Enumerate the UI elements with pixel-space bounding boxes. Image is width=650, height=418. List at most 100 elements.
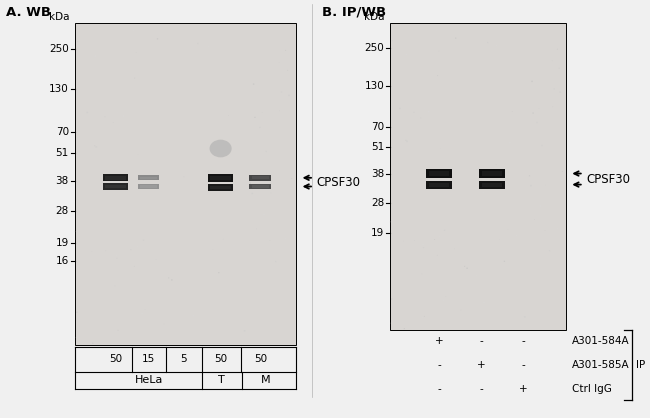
Ellipse shape — [559, 91, 561, 93]
Ellipse shape — [291, 187, 292, 189]
Ellipse shape — [265, 151, 267, 152]
Ellipse shape — [561, 180, 563, 181]
Ellipse shape — [105, 250, 106, 251]
Text: HeLa: HeLa — [135, 375, 164, 385]
Ellipse shape — [404, 328, 405, 329]
Ellipse shape — [552, 106, 553, 107]
Text: 19: 19 — [56, 238, 69, 248]
Text: 70: 70 — [56, 127, 69, 138]
Ellipse shape — [209, 140, 231, 157]
Bar — [208, 174, 233, 182]
Text: T: T — [218, 375, 225, 385]
Text: A301-584A: A301-584A — [572, 336, 630, 346]
Ellipse shape — [406, 54, 407, 55]
Ellipse shape — [406, 140, 408, 142]
Ellipse shape — [516, 235, 517, 236]
Ellipse shape — [157, 38, 158, 40]
Bar — [140, 185, 157, 188]
Ellipse shape — [197, 43, 198, 44]
Ellipse shape — [96, 146, 97, 148]
Ellipse shape — [285, 238, 286, 239]
Ellipse shape — [279, 62, 280, 63]
Ellipse shape — [504, 261, 505, 262]
Ellipse shape — [262, 112, 263, 113]
Text: 28: 28 — [56, 206, 69, 216]
Ellipse shape — [259, 127, 261, 128]
Text: 38: 38 — [371, 168, 384, 178]
Ellipse shape — [114, 285, 115, 286]
Text: B. IP/WB: B. IP/WB — [322, 6, 386, 19]
Bar — [105, 176, 126, 180]
Bar — [390, 23, 566, 330]
Ellipse shape — [123, 115, 124, 117]
Ellipse shape — [244, 330, 246, 331]
Text: A301-585A: A301-585A — [572, 360, 630, 370]
Ellipse shape — [549, 250, 551, 251]
Ellipse shape — [434, 239, 435, 240]
Ellipse shape — [414, 240, 415, 241]
Ellipse shape — [530, 185, 532, 186]
Text: kDa: kDa — [364, 12, 385, 22]
Ellipse shape — [428, 111, 430, 112]
Ellipse shape — [228, 115, 229, 116]
Ellipse shape — [444, 229, 445, 231]
Text: 15: 15 — [142, 354, 155, 364]
Ellipse shape — [84, 149, 85, 150]
Ellipse shape — [445, 296, 446, 297]
Ellipse shape — [541, 145, 543, 146]
Text: CPSF30: CPSF30 — [317, 176, 361, 189]
Ellipse shape — [557, 49, 558, 50]
Ellipse shape — [420, 117, 421, 118]
Ellipse shape — [524, 316, 526, 318]
Ellipse shape — [392, 40, 393, 41]
Ellipse shape — [285, 50, 286, 51]
Bar — [479, 181, 504, 189]
Ellipse shape — [253, 83, 254, 85]
Text: 250: 250 — [365, 43, 384, 53]
Ellipse shape — [143, 240, 144, 241]
Bar — [138, 184, 159, 189]
Ellipse shape — [142, 313, 143, 314]
Ellipse shape — [556, 228, 558, 229]
Bar — [140, 176, 157, 179]
Text: 38: 38 — [56, 176, 69, 186]
Text: -: - — [480, 384, 483, 394]
Ellipse shape — [531, 81, 533, 82]
Ellipse shape — [250, 183, 251, 184]
Ellipse shape — [423, 247, 424, 248]
Ellipse shape — [218, 272, 220, 273]
Text: IP: IP — [636, 360, 645, 370]
Ellipse shape — [509, 142, 511, 143]
Ellipse shape — [464, 266, 465, 267]
Ellipse shape — [223, 239, 224, 240]
Text: A. WB: A. WB — [6, 6, 51, 19]
Ellipse shape — [115, 331, 116, 332]
Ellipse shape — [116, 258, 118, 259]
Text: 130: 130 — [365, 81, 384, 91]
Ellipse shape — [275, 261, 276, 262]
Ellipse shape — [288, 94, 290, 96]
Ellipse shape — [439, 236, 441, 237]
Ellipse shape — [496, 164, 497, 165]
Ellipse shape — [94, 145, 96, 146]
Bar — [211, 186, 231, 189]
Ellipse shape — [422, 317, 423, 318]
Ellipse shape — [536, 122, 538, 123]
Ellipse shape — [113, 122, 114, 123]
Bar — [429, 171, 449, 176]
Text: 5: 5 — [180, 354, 187, 364]
Bar — [426, 181, 452, 189]
Ellipse shape — [529, 175, 530, 176]
Ellipse shape — [77, 41, 78, 42]
Ellipse shape — [254, 117, 255, 118]
Ellipse shape — [171, 279, 173, 281]
Bar — [103, 183, 128, 190]
Ellipse shape — [92, 343, 94, 344]
Text: CPSF30: CPSF30 — [586, 173, 630, 186]
Ellipse shape — [116, 255, 117, 256]
Bar — [426, 169, 452, 178]
Ellipse shape — [436, 30, 437, 31]
Bar — [138, 175, 159, 181]
Ellipse shape — [422, 244, 424, 245]
Ellipse shape — [476, 169, 477, 170]
